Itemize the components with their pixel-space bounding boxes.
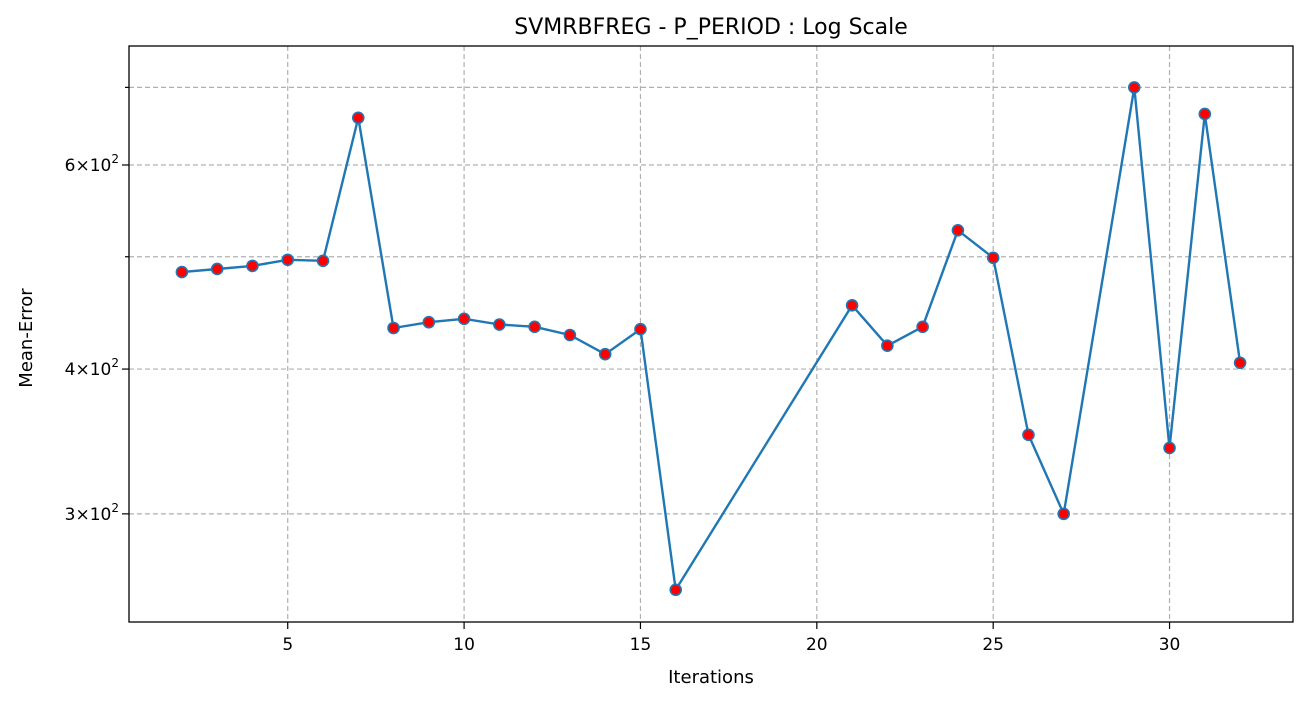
- data-point: [316, 254, 330, 268]
- series-layer: [175, 81, 1247, 597]
- data-point: [1198, 107, 1212, 121]
- x-tick-label: 15: [630, 635, 652, 655]
- x-tick-label: 25: [982, 635, 1004, 655]
- data-point: [1127, 81, 1141, 94]
- data-point: [528, 320, 541, 334]
- y-tick-label: 6×102: [65, 152, 119, 176]
- y-axis-label: Mean-Error: [16, 288, 37, 388]
- data-point: [210, 262, 224, 276]
- data-point: [422, 315, 436, 329]
- data-point: [246, 259, 259, 273]
- data-point: [1022, 428, 1035, 442]
- data-point: [387, 321, 400, 335]
- grid-lines: [129, 46, 1293, 622]
- data-point: [916, 320, 929, 334]
- data-point: [634, 322, 647, 336]
- data-point: [1233, 356, 1247, 370]
- data-point: [669, 583, 683, 597]
- x-tick-label: 5: [282, 635, 293, 655]
- data-point: [845, 299, 859, 312]
- plot-frame: [128, 45, 1294, 623]
- data-point: [1163, 441, 1176, 455]
- data-point: [598, 347, 612, 361]
- data-point: [281, 253, 295, 267]
- data-point: [457, 312, 471, 326]
- data-point: [881, 339, 894, 353]
- axis-ticks: 5 10 15 20 25 30 3×102 4×102 6×102: [65, 86, 1181, 655]
- y-tick-label: 3×102: [65, 501, 119, 525]
- data-point: [175, 265, 189, 279]
- x-tick-label: 10: [453, 635, 475, 655]
- y-tick-label: 4×102: [65, 356, 119, 380]
- x-tick-label: 20: [806, 635, 828, 655]
- data-point: [563, 328, 577, 342]
- data-point: [951, 223, 965, 237]
- data-point: [1057, 507, 1071, 521]
- chart-title: SVMRBFREG - P_PERIOD : Log Scale: [514, 15, 908, 40]
- series-line: [181, 86, 1242, 591]
- data-point: [351, 111, 365, 125]
- x-tick-label: 30: [1159, 635, 1181, 655]
- data-point: [986, 251, 1000, 265]
- data-point: [493, 318, 506, 331]
- x-axis-label: Iterations: [668, 667, 754, 688]
